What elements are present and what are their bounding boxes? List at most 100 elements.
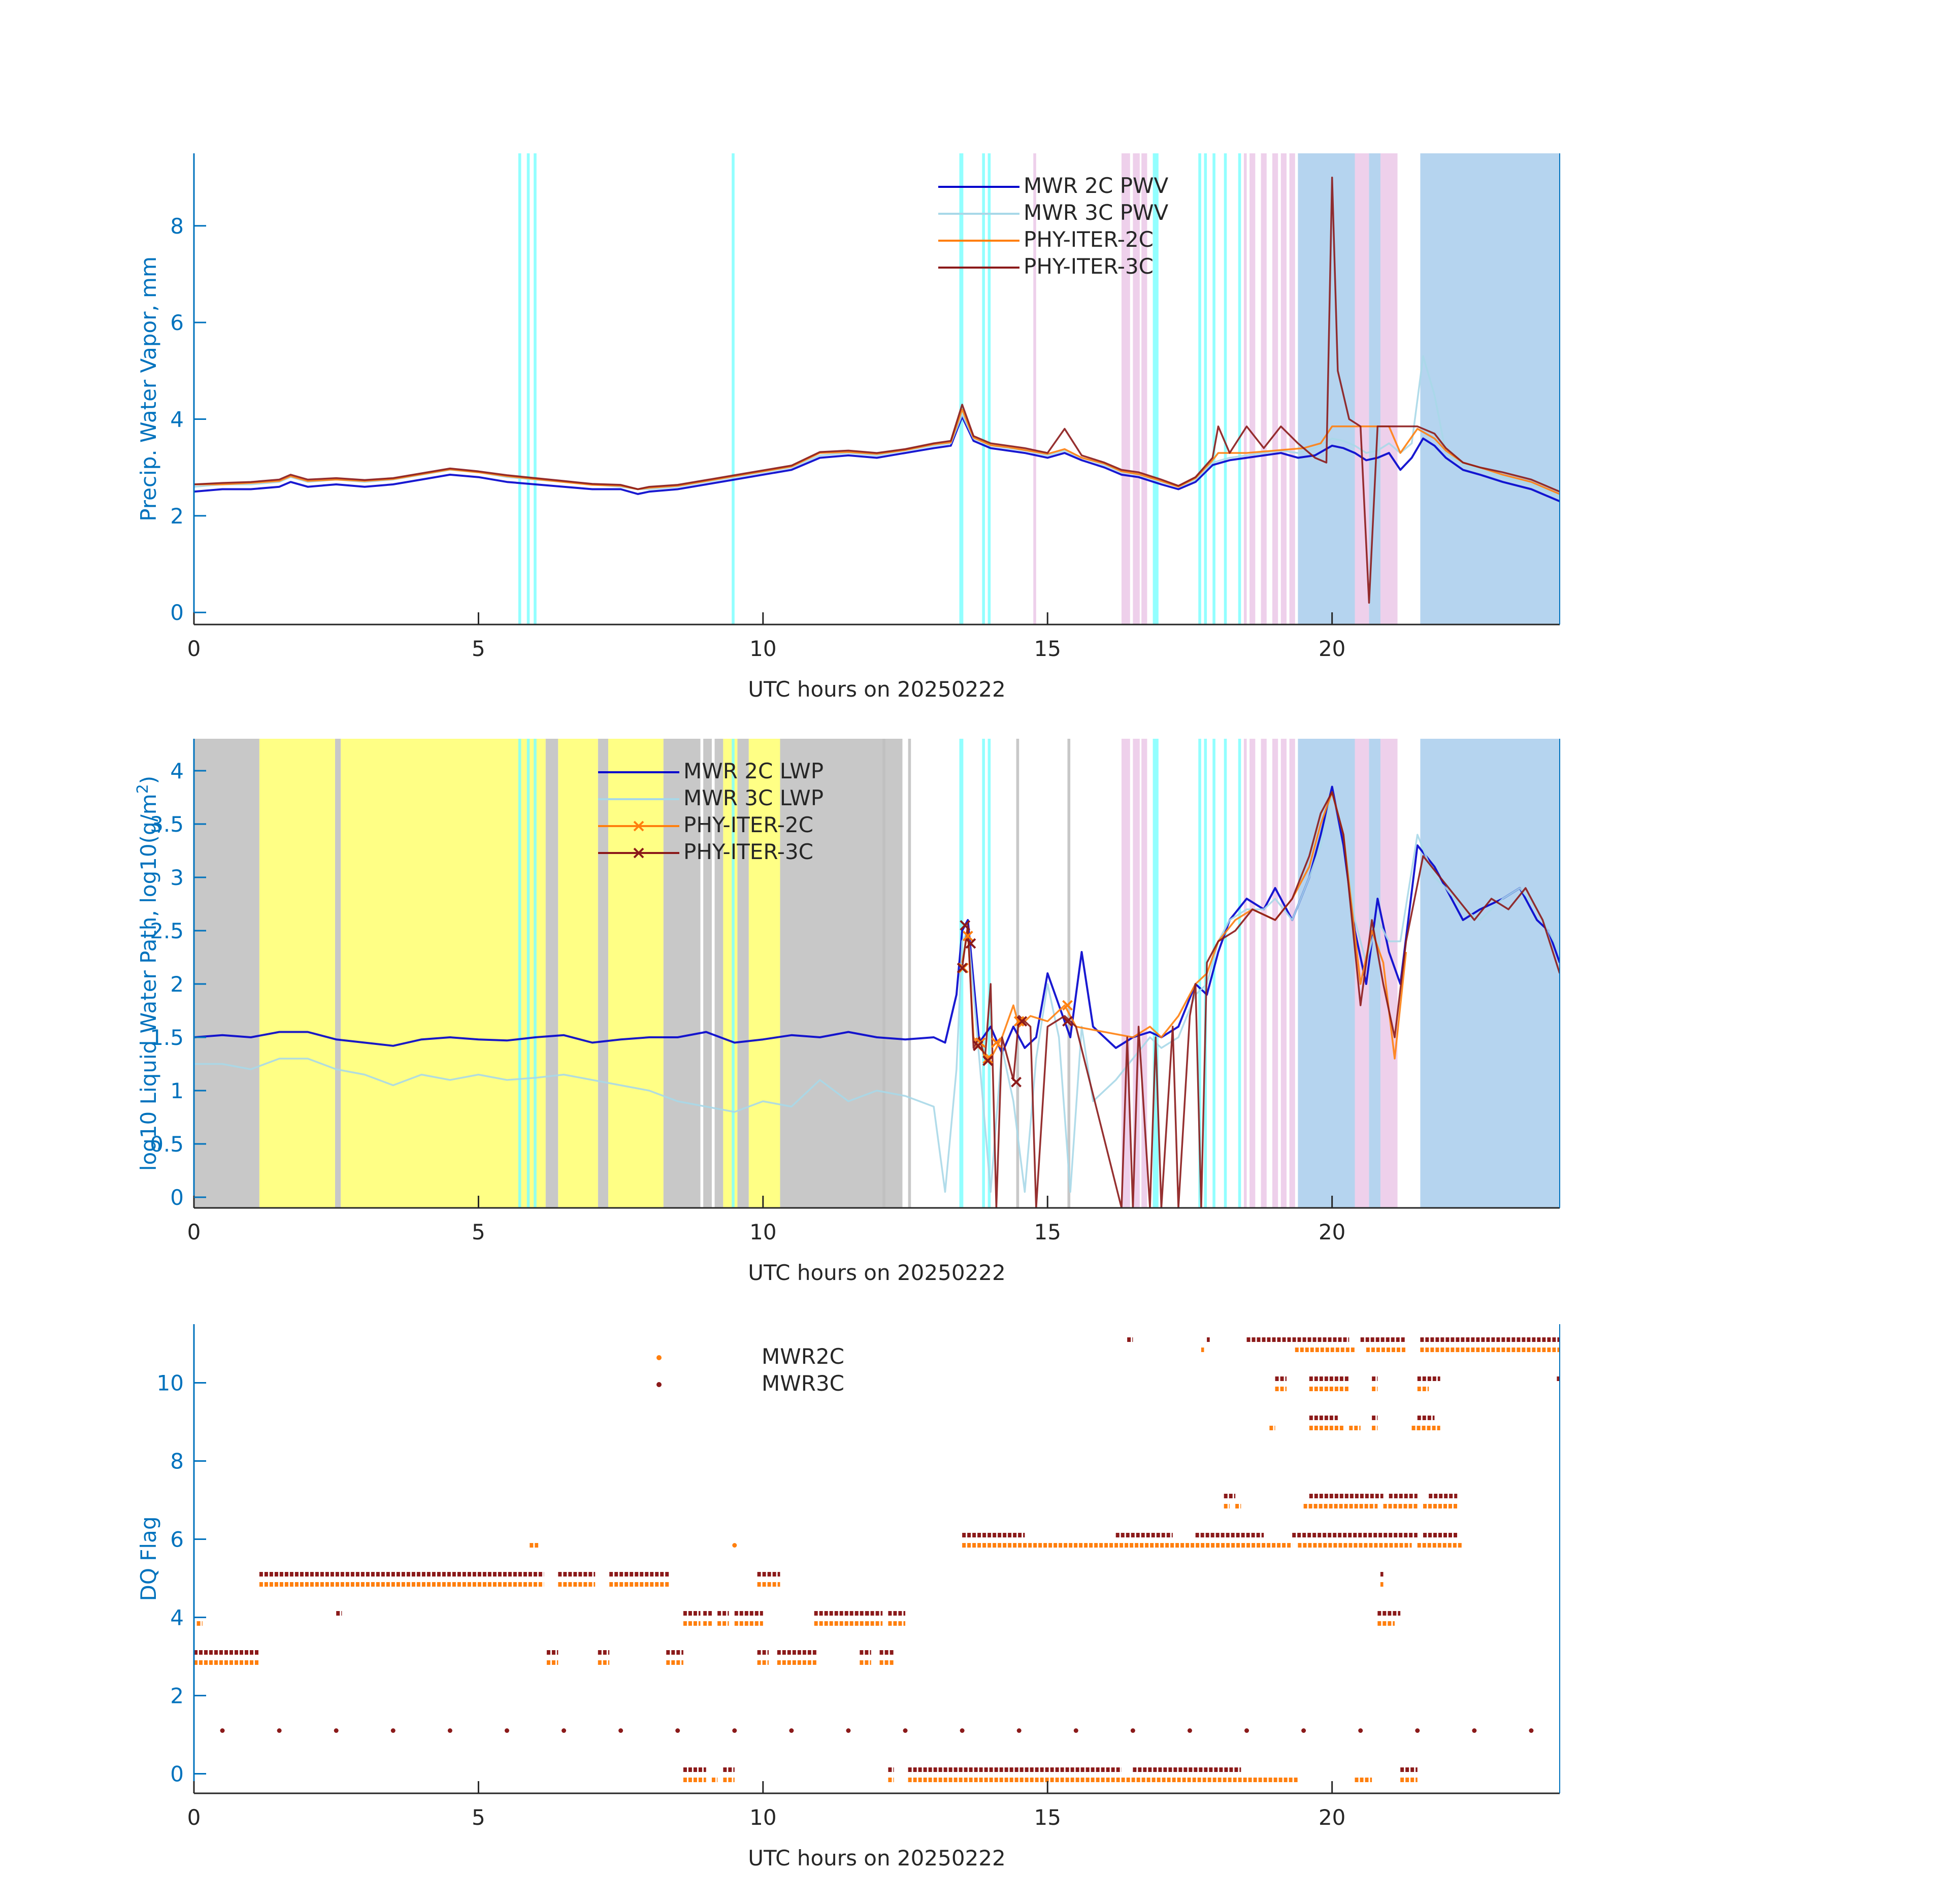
y-axis-label-superscript: 2 <box>134 784 152 794</box>
series-marker-x <box>1013 1016 1025 1027</box>
dq-point <box>732 1543 737 1548</box>
shade-span-shade_gray <box>1016 739 1019 1208</box>
shade-span-shade_gray <box>780 739 903 1208</box>
y-axis-label-text: log10 Liquid Water Path, log10(g/m <box>136 794 161 1171</box>
dq-point <box>1187 1728 1192 1733</box>
dq-point <box>1358 1728 1363 1733</box>
dq-point <box>675 1728 680 1733</box>
y-tick-label: 0 <box>170 600 184 625</box>
legend-label: MWR 2C PWV <box>1024 173 1169 198</box>
x-tick-label: 5 <box>472 1805 485 1830</box>
y-tick-label: 4 <box>170 1605 184 1630</box>
shade-span-shade_gray <box>882 739 885 1208</box>
shade-span-shade_gray <box>335 739 341 1208</box>
shade-span-shade_pink <box>1272 739 1278 1208</box>
x-tick-label: 0 <box>187 636 201 661</box>
plot-area <box>194 1337 1560 1782</box>
shade-span-shade_gray <box>663 739 701 1208</box>
x-tick-label: 5 <box>472 636 485 661</box>
legend-label: PHY-ITER-3C <box>683 839 813 864</box>
shade-span-shade_yellow <box>558 739 598 1208</box>
plot-area <box>194 739 1560 1208</box>
dq-point <box>960 1728 965 1733</box>
y-tick-label: 6 <box>170 1527 184 1552</box>
dq-point <box>1529 1728 1534 1733</box>
shade-span-shade_gray <box>737 739 749 1208</box>
shade-span-shade_cyan <box>1153 153 1159 625</box>
shade-span-shade_cyan <box>534 739 537 1208</box>
dq-point <box>220 1728 225 1733</box>
y-tick-label: 10 <box>157 1371 184 1396</box>
shade-span-shade_yellow <box>259 739 335 1208</box>
dq-point <box>1073 1728 1078 1733</box>
shade-span-shade_cyan <box>732 153 735 625</box>
x-axis-label: UTC hours on 20250222 <box>748 1846 1006 1870</box>
shade-span-shade_pink <box>1272 153 1278 625</box>
series-marker-x <box>965 938 976 949</box>
x-tick-label: 15 <box>1034 1805 1061 1830</box>
shade-span-shade_cyan <box>1238 153 1241 625</box>
dq-point <box>1415 1728 1420 1733</box>
shade-span-shade_yellow <box>341 739 546 1208</box>
shade-span-shade_blue <box>1369 739 1380 1208</box>
shade-span-shade_pink <box>1133 153 1140 625</box>
shade-span-shade_blue <box>1420 153 1560 625</box>
legend-marker <box>656 1382 662 1387</box>
series-marker-x <box>991 1037 1002 1048</box>
shade-span-shade_cyan <box>526 153 530 625</box>
shade-span-shade_cyan <box>518 739 521 1208</box>
shade-span-shade_pink <box>1243 739 1247 1208</box>
series-marker-x <box>982 1055 993 1066</box>
shade-span-shade_pink <box>1121 153 1130 625</box>
legend-label: MWR 2C LWP <box>683 759 824 783</box>
shade-span-shade_gray <box>1067 739 1071 1208</box>
y-axis-label: Precip. Water Vapor, mm <box>136 256 161 521</box>
shade-span-shade_cyan <box>1212 153 1215 625</box>
x-tick-label: 0 <box>187 1220 201 1244</box>
x-tick-label: 15 <box>1034 1220 1061 1244</box>
plot-area <box>194 153 1560 625</box>
series-line-0 <box>194 415 1560 503</box>
y-axis-label: DQ Flag <box>136 1517 161 1601</box>
shade-span-shade_cyan <box>982 739 985 1208</box>
legend-label: PHY-ITER-2C <box>683 812 813 837</box>
y-tick-label: 0 <box>170 1185 184 1210</box>
series-line-3 <box>961 791 1560 1208</box>
x-tick-label: 15 <box>1034 636 1061 661</box>
series-marker-x <box>960 920 971 931</box>
dq-point <box>334 1728 339 1733</box>
shade-span-shade_cyan <box>988 739 991 1208</box>
shade-span-shade_cyan <box>1212 739 1215 1208</box>
series-marker-x <box>982 1053 993 1064</box>
legend-label: MWR2C <box>762 1344 844 1369</box>
shade-span-shade_blue <box>1420 739 1560 1208</box>
shade-span-shade_yellow <box>608 739 664 1208</box>
y-axis-label-end: ) <box>136 776 161 784</box>
y-tick-label: 2 <box>170 1684 184 1709</box>
series-marker-x <box>1016 1016 1028 1027</box>
legend-label: MWR3C <box>762 1371 844 1396</box>
panel-pwv: 0 5 10 15 20 0 2 4 6 8 UTC hours on 20250222 Precip… <box>136 153 1560 702</box>
dq-point <box>504 1728 509 1733</box>
series-marker-x <box>957 963 968 973</box>
x-tick-label: 0 <box>187 1805 201 1830</box>
x-tick-label: 10 <box>749 1220 776 1244</box>
shade-span-shade_cyan <box>534 153 537 625</box>
series-marker-x <box>962 931 973 941</box>
shade-span-shade_gray <box>598 739 608 1208</box>
shade-span-shade_pink <box>1261 153 1267 625</box>
shade-span-shade_pink <box>1141 739 1147 1208</box>
shade-span-shade_cyan <box>518 153 521 625</box>
shade-span-shade_cyan <box>1153 739 1159 1208</box>
x-axis-label: UTC hours on 20250222 <box>748 677 1006 702</box>
shade-span-shade_cyan <box>732 739 735 1208</box>
shade-span-shade_gray <box>908 739 911 1208</box>
shade-span-shade_yellow <box>723 739 738 1208</box>
shade-span-shade_pink <box>1133 739 1140 1208</box>
x-axis-label: UTC hours on 20250222 <box>748 1260 1006 1285</box>
x-tick-label: 20 <box>1319 1805 1345 1830</box>
shade-span-shade_cyan <box>1224 739 1227 1208</box>
